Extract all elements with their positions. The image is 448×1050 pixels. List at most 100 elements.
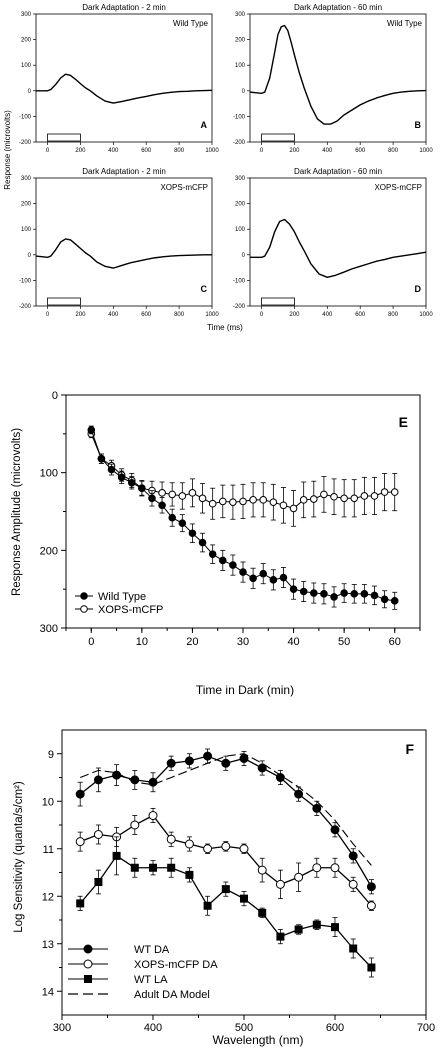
panel-c: Dark Adaptation - 2 min XOPS-mCFP C 0 200 400… <box>19 167 219 318</box>
panel-f-ytick-label: 11 <box>43 844 54 856</box>
panel-d-xtick-label: 600 <box>355 312 366 318</box>
panel-e-xtick-label: 60 <box>389 636 401 648</box>
panel-f-legend-wt-la-label: WT LA <box>134 974 168 986</box>
panel-d-response-trace <box>250 218 427 279</box>
panel-f-xops-mcfp-da-point <box>75 837 85 847</box>
panel-a-xtick-label: 1000 <box>205 148 219 154</box>
panel-c-ytick-label: 0 <box>28 253 32 259</box>
panel-c-title: Dark Adaptation - 2 min <box>82 167 166 176</box>
panel-e-xops-mcfp-point <box>299 496 308 504</box>
panel-e-xops-mcfp-point <box>310 495 318 503</box>
panel-e-wild-type-point <box>178 519 187 527</box>
panel-d-letter: D <box>415 284 422 294</box>
panel-e-wild-type-point <box>390 597 399 605</box>
panel-e-xops-mcfp-point <box>390 488 399 496</box>
panel-f-xops-mcfp-da-point <box>221 841 231 851</box>
panel-f-wt-la-point <box>149 863 157 872</box>
panel-f-xops-mcfp-da-point <box>257 865 267 875</box>
panel-c-xtick-label: 0 <box>46 312 50 318</box>
panel-e-xops-mcfp-point <box>249 496 257 504</box>
panel-f-legend-wt-da-marker <box>83 944 93 954</box>
panel-e-xtick-label: 0 <box>88 636 94 648</box>
panel-e: Response Amplitude (microvolts) Time in … <box>11 390 421 697</box>
panel-c-stimulus-bar <box>47 297 81 306</box>
panel-b-corner-label: Wild Type <box>387 19 423 28</box>
panel-f-ylabel: Log Sensitivity (quanta/s/cm²) <box>13 781 25 933</box>
panel-f-wt-da-point <box>203 751 213 761</box>
panel-f-wt-da-point <box>184 756 194 766</box>
panel-f-wt-da-point <box>330 825 340 835</box>
panel-f-legend-xops-mcfp-da-marker <box>83 959 93 969</box>
panel-e-xops-mcfp-point <box>330 492 338 501</box>
panel-e-xops-mcfp-point <box>320 490 328 499</box>
panel-c-xtick-label: 1000 <box>205 312 219 318</box>
panel-c-xtick-label: 400 <box>108 312 119 318</box>
panel-e-wild-type-point <box>198 538 207 547</box>
panel-e-xops-mcfp-point <box>380 488 389 496</box>
panel-f-wt-da-point <box>312 803 322 813</box>
panel-f-xops-mcfp-da-point <box>348 879 358 889</box>
panel-f-wt-la-point <box>240 894 248 903</box>
panel-d-stimulus-bar <box>261 297 295 306</box>
panel-b-ytick-label: 300 <box>235 12 246 18</box>
panel-e-wild-type-point <box>299 587 308 596</box>
panel-f-wt-la-point <box>276 932 285 941</box>
panel-e-xops-mcfp-point <box>350 494 359 503</box>
panel-e-xlabel: Time in Dark (min) <box>196 683 294 697</box>
panel-e-wild-type-point <box>127 478 136 487</box>
panel-f-wt-la-point <box>203 901 212 910</box>
panel-e-xops-mcfp-point <box>259 496 268 504</box>
panel-f-wt-da-point <box>275 773 285 782</box>
panel-f-xops-mcfp-da-point <box>312 863 322 873</box>
panel-e-xops-mcfp-point <box>188 489 197 497</box>
panel-e-legend-xops-mcfp-marker <box>80 605 88 613</box>
panel-d-ytick-label: 300 <box>235 176 246 182</box>
panel-e-wild-type-point <box>148 494 156 503</box>
panel-d-ytick-label: 200 <box>235 202 246 208</box>
panel-b: Dark Adaptation - 60 min Wild Type B 0 200 40… <box>233 3 433 154</box>
panel-f-legend-wt-da-label: WT DA <box>134 944 170 956</box>
panel-e-wild-type-point <box>259 569 268 578</box>
panel-f-xops-mcfp-da-point <box>166 834 176 844</box>
panel-e-wild-type-point <box>380 595 389 604</box>
panel-e-wild-type-point <box>97 454 106 463</box>
panel-a-frame <box>35 13 213 143</box>
panel-c-ytick-label: 300 <box>21 176 32 182</box>
panel-f-wt-da-point <box>75 789 85 799</box>
panel-e-letter: E <box>399 414 408 430</box>
panel-b-frame <box>249 13 427 143</box>
panel-e-xtick-label: 10 <box>136 636 148 648</box>
panel-f-wt-da-point <box>93 775 103 785</box>
panel-e-xtick-label: 20 <box>186 636 198 648</box>
panel-d-xtick-label: 400 <box>322 312 333 318</box>
panel-d-corner-label: XOPS-mCFP <box>374 183 422 192</box>
panel-b-letter: B <box>415 120 422 130</box>
panel-e-xops-mcfp-point <box>198 494 207 503</box>
panel-d-title: Dark Adaptation - 60 min <box>294 167 382 176</box>
panel-a-ytick-label: 200 <box>21 38 32 44</box>
panel-a-corner-label: Wild Type <box>173 19 209 28</box>
panel-c-xtick-label: 800 <box>174 312 185 318</box>
panel-e-wild-type-point <box>158 501 166 510</box>
panel-f-wt-la-point <box>76 899 85 908</box>
panel-c-ytick-label: -100 <box>19 278 32 284</box>
panel-e-wild-type-point <box>107 465 116 474</box>
panel-c-ytick-label: 200 <box>21 202 32 208</box>
panel-f-wt-da-point <box>366 882 376 892</box>
panel-e-xops-mcfp-point <box>360 492 369 500</box>
panel-f-wt-da-point <box>221 758 231 768</box>
panel-a-ytick-label: 0 <box>28 89 32 95</box>
panel-e-wild-type-point <box>350 590 359 598</box>
panel-e-xops-mcfp-point <box>208 499 217 508</box>
panel-f-xtick-label: 600 <box>326 1022 344 1034</box>
panel-e-wild-type-point <box>229 561 237 569</box>
panel-f-wt-la-point <box>312 920 321 929</box>
panel-e-xops-mcfp-point <box>340 494 348 503</box>
panel-f-wt-la-point <box>349 944 358 953</box>
panel-a-title: Dark Adaptation - 2 min <box>82 3 166 12</box>
panel-e-wild-type-point <box>360 590 369 598</box>
panel-f-wt-da-point <box>348 851 358 861</box>
panel-b-xtick-label: 1000 <box>419 148 433 154</box>
panel-d-frame <box>249 177 427 307</box>
panel-f-legend-adult-da-model-label: Adult DA Model <box>134 989 210 1001</box>
